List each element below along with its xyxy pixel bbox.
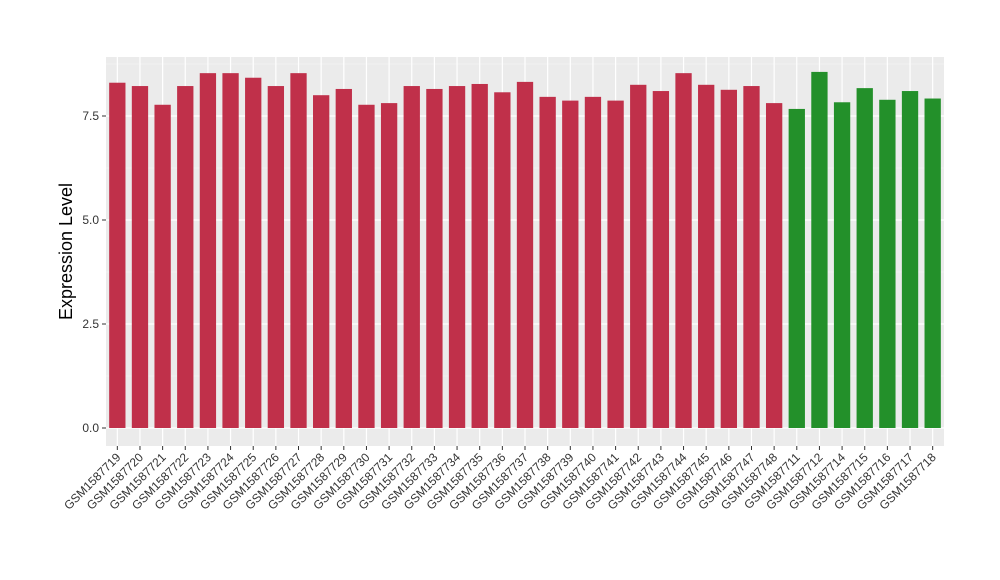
bar-GSM1587732: [403, 86, 420, 428]
bar-GSM1587729: [335, 88, 352, 429]
bar-GSM1587738: [539, 96, 556, 428]
bar-GSM1587724: [222, 73, 239, 428]
bar-GSM1587715: [856, 88, 873, 429]
y-tick-label: 2.5: [82, 317, 99, 331]
bar-GSM1587741: [607, 100, 624, 428]
bar-GSM1587744: [675, 73, 692, 428]
bar-GSM1587725: [245, 77, 262, 428]
bar-GSM1587726: [267, 86, 285, 428]
bar-GSM1587712: [811, 71, 828, 429]
bar-GSM1587721: [154, 104, 171, 428]
bar-GSM1587733: [426, 88, 443, 429]
bar-GSM1587718: [924, 98, 941, 428]
y-tick-label: 0.0: [82, 421, 99, 435]
bar-GSM1587747: [743, 86, 760, 428]
y-axis: 0.0 2.5 5.0 7.5: [82, 109, 106, 435]
bar-GSM1587711: [788, 108, 805, 428]
bar-GSM1587722: [177, 86, 194, 428]
bar-GSM1587714: [833, 102, 851, 428]
bar-GSM1587728: [313, 95, 330, 428]
bar-GSM1587746: [720, 89, 737, 429]
bar-GSM1587748: [765, 103, 783, 428]
bar-GSM1587736: [494, 92, 511, 429]
bar-GSM1587731: [380, 103, 398, 428]
y-axis-title: Expression Level: [56, 183, 76, 320]
bar-GSM1587742: [630, 84, 647, 429]
bar-GSM1587727: [290, 73, 307, 428]
bar-GSM1587717: [901, 91, 919, 428]
bar-GSM1587723: [199, 73, 217, 428]
y-tick-label: 7.5: [82, 109, 99, 123]
bar-GSM1587735: [471, 83, 488, 428]
bar-GSM1587734: [448, 86, 466, 428]
bar-GSM1587743: [652, 91, 670, 428]
bar-GSM1587739: [562, 100, 579, 428]
bar-GSM1587730: [358, 104, 375, 428]
bar-GSM1587716: [879, 99, 896, 428]
bar-GSM1587740: [584, 96, 602, 428]
y-tick-label: 5.0: [82, 213, 99, 227]
bar-GSM1587745: [698, 84, 715, 429]
bar-GSM1587719: [109, 82, 126, 428]
bars: [109, 71, 941, 429]
bar-GSM1587720: [131, 86, 149, 428]
bar-GSM1587737: [516, 81, 534, 428]
x-axis: GSM1587719GSM1587720GSM1587721GSM1587722…: [61, 446, 939, 512]
